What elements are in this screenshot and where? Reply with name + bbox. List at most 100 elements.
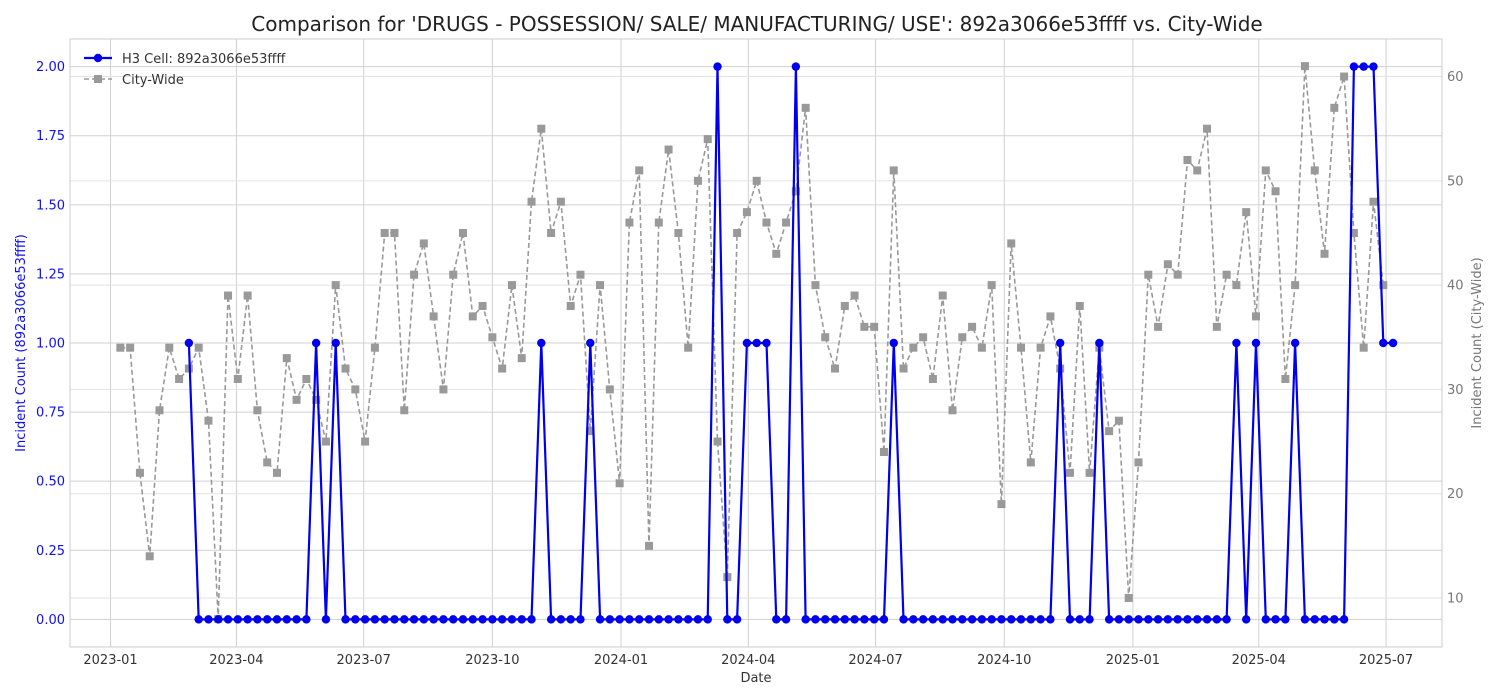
- h3-cell-point: [546, 615, 556, 624]
- h3-cell-point: [1379, 338, 1388, 348]
- city-wide-point: [968, 322, 977, 331]
- h3-cell-point: [781, 615, 791, 624]
- h3-cell-point: [1202, 615, 1212, 624]
- h3-cell-point: [938, 615, 947, 624]
- h3-cell-point: [909, 615, 918, 624]
- h3-cell-point: [889, 338, 898, 348]
- city-wide-point: [1271, 187, 1280, 196]
- city-wide-point: [468, 312, 477, 321]
- city-wide-point: [693, 176, 702, 185]
- h3-cell-point: [1349, 62, 1359, 71]
- city-wide-point: [850, 291, 859, 300]
- city-wide-point: [909, 343, 918, 352]
- h3-cell-point: [615, 615, 624, 624]
- h3-cell-point: [1144, 615, 1153, 624]
- h3-cell-point: [1016, 615, 1026, 624]
- h3-cell-point: [654, 615, 663, 624]
- h3-cell-point: [1124, 615, 1133, 624]
- city-wide-point: [586, 427, 595, 436]
- h3-cell-point: [752, 338, 761, 348]
- city-wide-point: [1163, 260, 1172, 269]
- city-wide-point: [547, 228, 556, 237]
- city-wide-point: [821, 333, 830, 342]
- h3-cell-point: [1222, 615, 1231, 624]
- city-wide-point: [870, 322, 879, 331]
- city-wide-point: [801, 103, 810, 112]
- city-wide-point: [507, 281, 516, 290]
- y-right-tick-label: 50: [1447, 174, 1464, 189]
- city-wide-point: [791, 187, 800, 196]
- city-wide-point: [458, 228, 467, 237]
- h3-cell-point: [1075, 615, 1084, 624]
- h3-cell-point: [390, 615, 399, 624]
- city-wide-point: [1291, 281, 1300, 290]
- h3-cell-point: [380, 615, 389, 624]
- city-wide-point: [253, 406, 262, 415]
- h3-cell-point: [429, 615, 438, 624]
- city-wide-point: [1105, 427, 1114, 436]
- h3-cell-point: [1026, 615, 1036, 624]
- h3-cell-point: [674, 615, 683, 624]
- city-wide-point: [938, 291, 947, 300]
- h3-cell-point: [1065, 615, 1075, 624]
- city-wide-point: [977, 343, 986, 352]
- x-tick-label: 2024-04: [721, 653, 775, 668]
- city-wide-point: [1026, 458, 1035, 467]
- x-tick-label: 2023-04: [209, 653, 263, 668]
- city-wide-point: [116, 343, 125, 352]
- city-wide-point: [713, 437, 722, 446]
- x-tick-label: 2025-04: [1232, 653, 1286, 668]
- city-wide-point: [997, 500, 1006, 509]
- x-tick-label: 2025-07: [1359, 653, 1413, 668]
- h3-cell-point: [262, 615, 272, 624]
- legend-label-city: City-Wide: [122, 73, 184, 88]
- city-wide-point: [1261, 166, 1270, 175]
- y-left-tick-label: 2.00: [36, 60, 65, 75]
- h3-cell-point: [595, 615, 605, 624]
- city-wide-point: [400, 406, 409, 415]
- h3-cell-point: [194, 615, 203, 624]
- y-axis-right-label: Incident Count (City-Wide): [1470, 257, 1485, 428]
- h3-cell-point: [1193, 615, 1202, 624]
- city-wide-point: [292, 395, 301, 404]
- h3-cell-point: [223, 615, 233, 624]
- h3-cell-point: [1134, 615, 1143, 624]
- h3-cell-point: [742, 338, 752, 348]
- city-wide-point: [742, 208, 751, 217]
- h3-cell-point: [732, 615, 742, 624]
- h3-cell-point: [664, 615, 673, 624]
- city-wide-point: [1085, 468, 1094, 477]
- city-wide-point: [410, 270, 419, 279]
- city-wide-point: [263, 458, 272, 467]
- city-wide-point: [1017, 343, 1026, 352]
- plot-frame: [69, 38, 1443, 648]
- h3-cell-point: [1007, 615, 1016, 624]
- y-left-tick-label: 1.75: [36, 129, 65, 144]
- h3-cell-point: [370, 615, 380, 624]
- city-wide-point: [537, 124, 546, 133]
- h3-cell-point: [184, 338, 194, 348]
- h3-cell-point: [948, 615, 957, 624]
- h3-cell-point: [1163, 615, 1173, 624]
- city-wide-point: [987, 281, 996, 290]
- h3-cell-point: [302, 615, 311, 624]
- x-tick-label: 2024-07: [848, 653, 902, 668]
- h3-cell-point: [321, 615, 331, 624]
- h3-cell-point: [713, 62, 722, 71]
- city-wide-point: [674, 228, 683, 237]
- h3-cell-point: [331, 338, 340, 348]
- y-left-tick-label: 0.50: [36, 475, 65, 490]
- h3-cell-point: [341, 615, 350, 624]
- h3-cell-point: [556, 615, 566, 624]
- city-wide-point: [1114, 416, 1123, 425]
- y-right-tick-label: 10: [1447, 591, 1464, 606]
- city-wide-point: [175, 374, 184, 383]
- city-wide-point: [1065, 468, 1074, 477]
- h3-cell-point: [840, 615, 850, 624]
- legend-marker-city: [94, 75, 102, 83]
- city-wide-point: [243, 291, 252, 300]
- city-wide-point: [1222, 270, 1231, 279]
- city-wide-point: [1134, 458, 1143, 467]
- city-wide-point: [449, 270, 458, 279]
- city-wide-point: [1379, 281, 1388, 290]
